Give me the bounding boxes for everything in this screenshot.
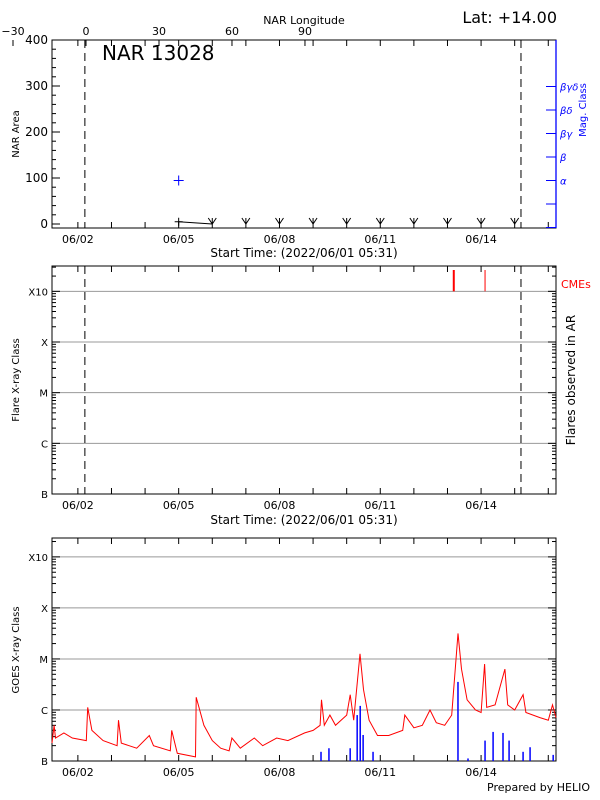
mag-class-label: βγ: [559, 130, 573, 141]
top-axis-label: NAR Longitude: [263, 14, 345, 27]
area-arrow-marker: [375, 217, 385, 225]
x-tick-label: 06/05: [163, 233, 195, 246]
y-tick-label: 300: [25, 79, 48, 93]
y-tick-label: 0: [40, 217, 48, 231]
latitude-label: Lat: +14.00: [462, 8, 557, 27]
mag-class-label: βδ: [559, 106, 573, 117]
area-point: [174, 217, 183, 226]
footer-credit: Prepared by HELIO: [487, 781, 590, 794]
longitude-tick-label: 0: [83, 25, 90, 38]
goes-flux-line: [51, 633, 557, 758]
y-tick-label: X: [41, 338, 48, 349]
x-tick-label: 06/05: [163, 499, 195, 512]
x-tick-label: 06/14: [465, 766, 497, 779]
area-arrow-marker: [342, 217, 352, 225]
y-tick-label: B: [41, 490, 48, 501]
region-title: NAR 13028: [102, 41, 215, 65]
cme-label: CMEs: [561, 278, 591, 291]
x-tick-label: 06/14: [465, 233, 497, 246]
x-tick-label: 06/02: [62, 233, 94, 246]
y-tick-label: X10: [28, 553, 48, 564]
x-tick-label: 06/08: [264, 233, 296, 246]
area-arrow-marker: [207, 217, 217, 225]
y-tick-label: X: [41, 604, 48, 615]
panel1-y2label: Mag. Class: [578, 83, 589, 137]
area-arrow-marker: [241, 217, 251, 225]
y-tick-label: 100: [25, 171, 48, 185]
mag-class-label: β: [559, 153, 567, 164]
area-arrow-marker: [308, 217, 318, 225]
x-tick-label: 06/02: [62, 499, 94, 512]
panel2-frame: [51, 265, 557, 495]
y-tick-label: C: [41, 706, 48, 717]
y-tick-label: 400: [25, 33, 48, 47]
longitude-tick-label: 60: [225, 25, 239, 38]
panel2-y2label: Flares observed in AR: [564, 315, 578, 445]
longitude-tick-label: 30: [152, 25, 166, 38]
x-tick-label: 06/14: [465, 499, 497, 512]
mag-class-label: α: [560, 177, 567, 188]
x-tick-label: 06/02: [62, 766, 94, 779]
area-line: [178, 221, 213, 225]
x-tick-label: 06/08: [264, 499, 296, 512]
panel3-frame: [51, 537, 557, 762]
mag-class-label: βγδ: [559, 83, 578, 94]
area-arrow-marker: [510, 217, 520, 225]
y-tick-label: M: [39, 389, 48, 400]
area-arrow-marker: [476, 217, 486, 225]
x-tick-label: 06/08: [264, 766, 296, 779]
area-arrow-marker: [409, 217, 419, 225]
y-tick-label: 200: [25, 125, 48, 139]
panel3-ylabel: GOES X-ray Class: [11, 606, 22, 693]
y-tick-label: M: [39, 655, 48, 666]
panel2-ylabel: Flare X-ray Class: [11, 338, 22, 422]
longitude-tick-label: 90: [298, 25, 312, 38]
x-tick-label: 06/11: [364, 233, 396, 246]
y-tick-label: B: [41, 757, 48, 768]
panel1-frame: [51, 39, 557, 229]
panel1-xlabel: Start Time: (2022/06/01 05:31): [210, 246, 397, 260]
x-tick-label: 06/05: [163, 766, 195, 779]
area-arrow-marker: [443, 217, 452, 225]
mag-class-point: [173, 175, 184, 186]
y-tick-label: X10: [28, 287, 48, 298]
longitude-tick-label: −30: [1, 25, 24, 38]
panel1-ylabel: NAR Area: [11, 110, 22, 157]
x-tick-label: 06/11: [364, 499, 396, 512]
area-arrow-marker: [275, 217, 284, 225]
y-tick-label: C: [41, 439, 48, 450]
panel2-xlabel: Start Time: (2022/06/01 05:31): [210, 513, 397, 527]
x-tick-label: 06/11: [364, 766, 396, 779]
